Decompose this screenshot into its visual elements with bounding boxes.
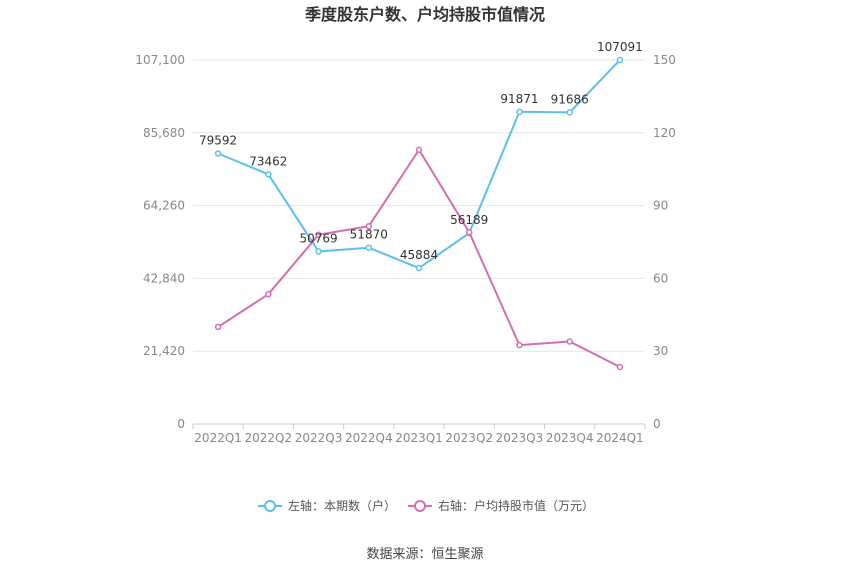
data-label: 56189 [450, 213, 488, 227]
legend-marker-left [264, 500, 276, 512]
data-point-right [265, 290, 272, 298]
left-axis-tick-label: 21,420 [143, 344, 185, 358]
x-axis-tick-label: 2022Q2 [245, 431, 293, 445]
data-point-left [616, 56, 624, 64]
data-point-left [516, 108, 523, 116]
x-axis-tick-label: 2023Q2 [445, 431, 493, 445]
right-axis-tick-label: 30 [653, 344, 668, 358]
data-label: 51870 [350, 228, 388, 242]
data-label: 107091 [597, 40, 643, 54]
legend-label-right: 右轴：户均持股市值（万元） [438, 498, 594, 513]
data-labels: 79592 73462 50769 51870 45884 56189 91871 91686… [199, 40, 643, 262]
right-axis-tick-label: 120 [653, 126, 676, 140]
data-point-right [566, 338, 573, 345]
data-point-left [315, 248, 322, 255]
left-axis-tick-label: 42,840 [143, 271, 185, 285]
data-label: 50769 [299, 231, 337, 245]
left-axis-tick-label: 107,100 [135, 53, 185, 67]
x-axis-tick-label: 2023Q4 [546, 431, 594, 445]
data-point-right [365, 222, 373, 230]
data-label: 73462 [249, 154, 287, 168]
right-axis-tick-label: 60 [653, 271, 668, 285]
x-axis-ticks: 2022Q1 2022Q2 2022Q3 2022Q4 2023Q1 2023Q2 2023… [194, 431, 643, 445]
data-point-right [214, 323, 222, 331]
legend-item-right-series[interactable]: 右轴：户均持股市值（万元） [408, 498, 594, 513]
right-axis-ticks: 0 30 60 90 120 150 [653, 53, 676, 431]
chart-title: 季度股东户数、户均持股市值情况 [304, 5, 545, 24]
data-point-left [566, 109, 573, 116]
x-axis-tick-label: 2023Q1 [395, 431, 443, 445]
left-axis-ticks: 0 21,420 42,840 64,260 85,680 107,100 [135, 53, 185, 431]
x-axis-tick-label: 2023Q3 [496, 431, 544, 445]
left-axis-tick-label: 85,680 [143, 126, 185, 140]
series-layer [214, 56, 624, 371]
x-axis-tick-label: 2022Q3 [295, 431, 343, 445]
right-axis-tick-label: 90 [653, 199, 668, 213]
legend[interactable]: 左轴：本期数（户） 右轴：户均持股市值（万元） [258, 498, 594, 513]
right-axis-tick-label: 150 [653, 53, 676, 67]
x-axis-tick-label: 2022Q1 [194, 431, 242, 445]
data-label: 79592 [199, 133, 237, 147]
data-label: 91871 [500, 92, 538, 106]
data-point-left [214, 150, 222, 157]
data-label: 91686 [551, 92, 589, 106]
grid [192, 59, 646, 429]
x-axis-tick-label: 2022Q4 [345, 431, 393, 445]
data-label: 45884 [400, 248, 438, 262]
data-point-right [415, 146, 423, 154]
x-axis-tick-label: 2024Q1 [596, 431, 644, 445]
right-axis-tick-label: 0 [653, 417, 661, 431]
legend-item-left-series[interactable]: 左轴：本期数（户） [258, 498, 396, 513]
data-point-left [415, 264, 423, 272]
legend-marker-right [414, 500, 426, 512]
left-axis-tick-label: 64,260 [143, 199, 185, 213]
data-point-right [465, 229, 473, 236]
data-source: 数据来源：恒生聚源 [366, 547, 483, 562]
data-point-right [315, 231, 322, 238]
left-axis-tick-label: 0 [177, 417, 185, 431]
data-point-left [265, 171, 272, 178]
data-point-right [516, 341, 523, 349]
legend-label-left: 左轴：本期数（户） [288, 498, 396, 513]
data-point-left [365, 244, 373, 251]
data-point-right [616, 363, 624, 371]
